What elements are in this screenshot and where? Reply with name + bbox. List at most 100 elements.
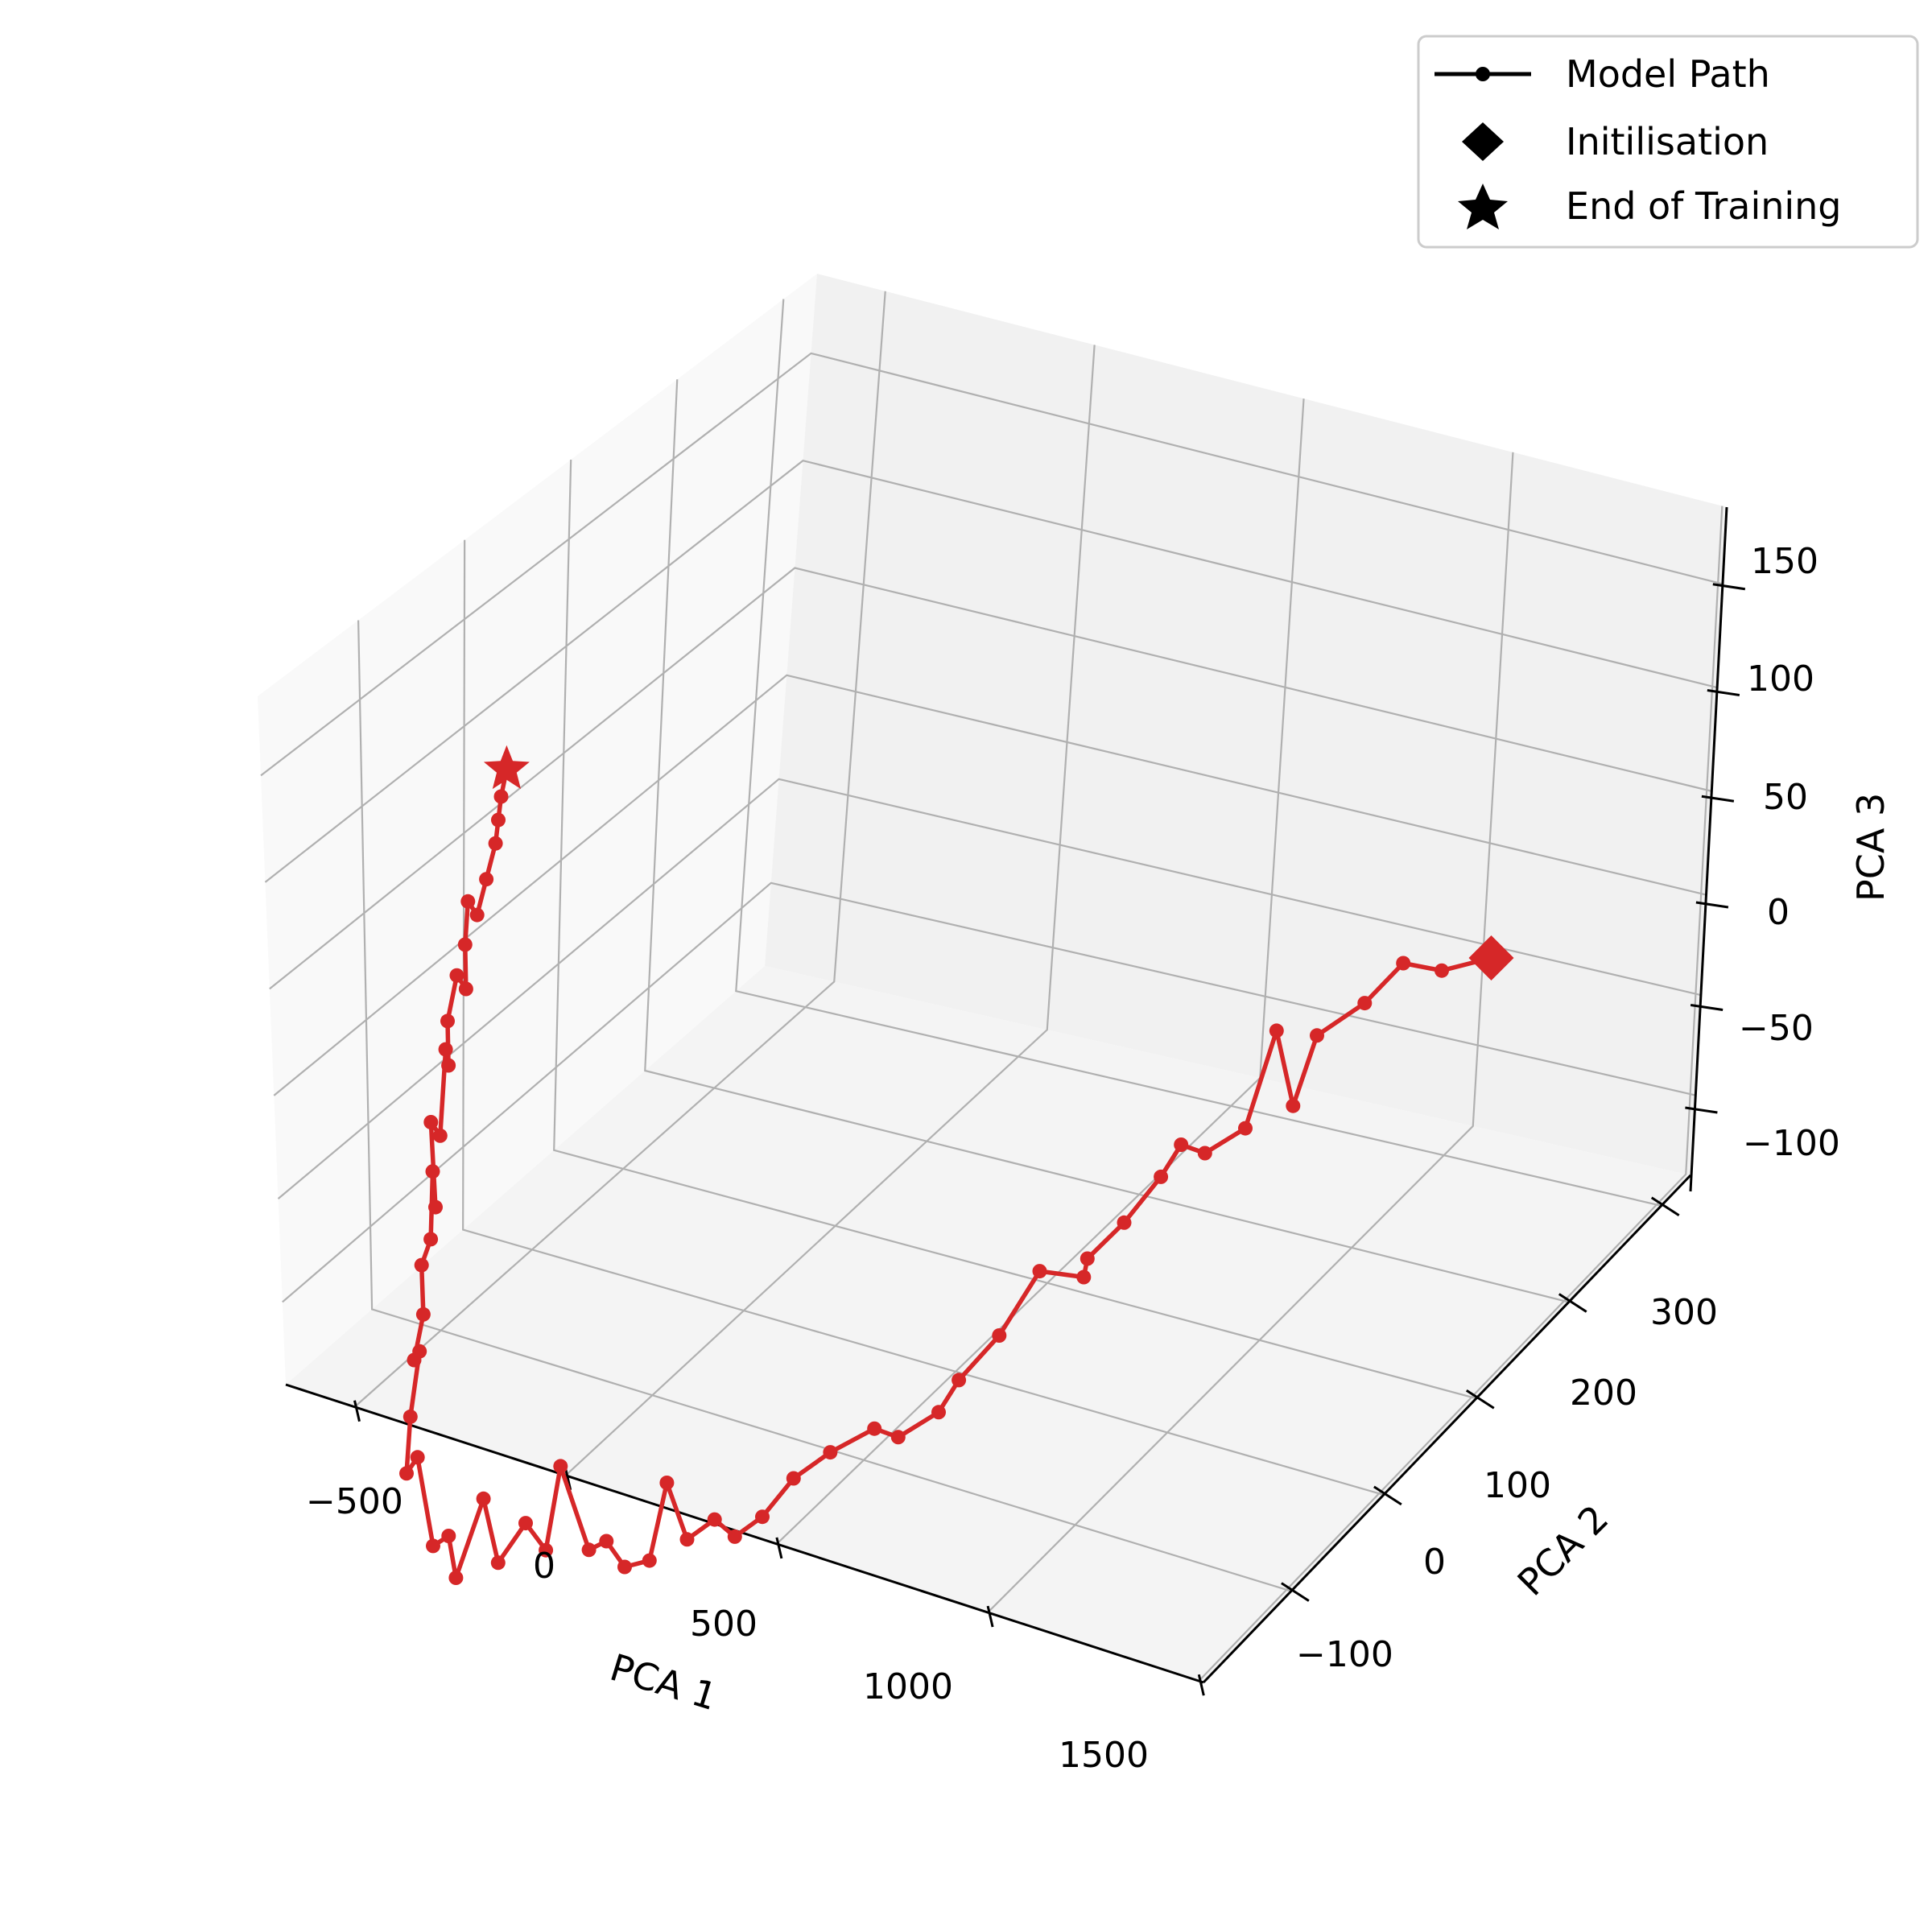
model-path-point: [399, 1466, 414, 1481]
legend-box: [1417, 35, 1919, 249]
z-tick-label: 150: [1751, 541, 1818, 582]
model-path-point: [426, 1538, 440, 1554]
z-grid-line: [264, 460, 1718, 883]
model-path-point: [707, 1512, 722, 1527]
y-grid-line: [553, 459, 1477, 1400]
model-path-point: [423, 1115, 439, 1129]
legend-diamond-icon: [1462, 122, 1504, 161]
y-axis-label: PCA 2: [1509, 1496, 1617, 1604]
model-path: [399, 745, 1514, 1585]
model-path-point: [1396, 956, 1411, 971]
model-path-point: [1080, 1251, 1095, 1266]
model-path-point: [414, 1257, 429, 1273]
model-path-point: [1286, 1098, 1301, 1113]
model-path-point: [727, 1529, 742, 1544]
z-tick-label: 50: [1763, 777, 1808, 818]
model-path-point: [438, 1042, 453, 1057]
y-grid-line: [462, 539, 1385, 1496]
z-grid-line: [269, 567, 1712, 990]
model-path-point: [1117, 1215, 1132, 1230]
model-path-point: [599, 1534, 614, 1549]
model-path-point: [476, 1491, 491, 1506]
y-tick-label: 300: [1650, 1292, 1718, 1333]
model-path-point: [823, 1445, 838, 1460]
y-grid-line: [735, 299, 1662, 1207]
x-grid-line: [987, 452, 1514, 1613]
x-axis-line: [285, 1383, 1204, 1684]
initialisation-marker: [1468, 935, 1514, 980]
y-tick-labels: −100 0 100 200 300: [1296, 1292, 1718, 1675]
y-tick: [1281, 1582, 1310, 1602]
x-axis-label: PCA 1: [605, 1645, 722, 1719]
x-tick-label: 0: [533, 1546, 555, 1587]
model-path-point: [415, 1307, 431, 1322]
model-path-point: [1174, 1137, 1189, 1152]
z-grid-line: [260, 352, 1724, 777]
z-tick-label: −100: [1743, 1123, 1840, 1164]
model-path-point: [992, 1328, 1007, 1343]
model-path-point: [553, 1459, 568, 1474]
model-path-point: [1310, 1028, 1324, 1043]
model-path-point: [407, 1352, 422, 1368]
legend-star-icon: [1458, 184, 1508, 229]
model-path-point: [493, 789, 509, 804]
z-tick: [1695, 901, 1729, 909]
model-path-point: [441, 1058, 456, 1073]
model-path-point: [1197, 1146, 1212, 1161]
z-tick-label: 0: [1767, 892, 1790, 933]
x-tick-label: −500: [306, 1481, 403, 1522]
x-tick: [353, 1400, 361, 1422]
model-path-point: [441, 1529, 456, 1543]
model-path-point: [448, 1571, 464, 1585]
z-tick: [1701, 795, 1735, 803]
model-path-point: [432, 1128, 448, 1143]
x-tick: [986, 1605, 994, 1628]
legend-label-model-path: Model Path: [1566, 52, 1770, 96]
model-path-point: [1435, 963, 1449, 978]
y-axis-line: [1202, 1174, 1692, 1684]
z-axis-line: [1689, 506, 1728, 1192]
y-grid-line: [644, 379, 1570, 1303]
floor-pane: [286, 966, 1690, 1682]
x-tick-label: 1500: [1059, 1735, 1149, 1776]
model-path-point: [1154, 1169, 1169, 1184]
legend-label-end-of-training: End of Training: [1566, 184, 1842, 228]
x-tick-labels: −500 0 500 1000 1500: [306, 1481, 1149, 1776]
model-path-point: [425, 1164, 440, 1179]
axes: [285, 506, 1746, 1696]
x-tick: [1197, 1674, 1205, 1696]
grid-lines: [260, 291, 1724, 1682]
model-path-point: [440, 1013, 455, 1029]
x-grid-line: [1198, 506, 1724, 1682]
model-path-point: [617, 1559, 632, 1575]
model-path-point: [449, 968, 464, 983]
model-path-point: [867, 1421, 882, 1436]
model-path-point: [428, 1199, 443, 1215]
z-tick: [1712, 583, 1746, 591]
y-tick: [1650, 1196, 1680, 1217]
model-path-point: [491, 812, 506, 828]
model-path-point: [786, 1471, 801, 1486]
legend: Model Path Initilisation End of Training: [1417, 35, 1919, 249]
model-path-point: [479, 872, 494, 887]
y-tick: [1465, 1389, 1495, 1410]
y-tick-label: 0: [1423, 1542, 1446, 1583]
legend-label-initialisation: Initilisation: [1566, 120, 1769, 163]
x-tick-label: 1000: [863, 1666, 953, 1707]
model-path-point: [679, 1532, 695, 1547]
z-axis-label: PCA 3: [1849, 793, 1893, 902]
model-path-point: [659, 1476, 675, 1490]
z-tick-label: 100: [1747, 658, 1814, 700]
model-path-point: [1238, 1121, 1253, 1136]
model-path-point: [469, 907, 485, 923]
y-tick: [1373, 1485, 1402, 1506]
model-path-point: [1357, 996, 1373, 1011]
model-path-point: [402, 1409, 418, 1424]
model-path-point: [460, 894, 476, 909]
y-tick-label: 200: [1570, 1373, 1637, 1414]
model-path-point: [1269, 1023, 1284, 1038]
model-path-point: [410, 1450, 425, 1465]
model-path-point: [581, 1542, 597, 1558]
z-tick: [1707, 689, 1740, 696]
